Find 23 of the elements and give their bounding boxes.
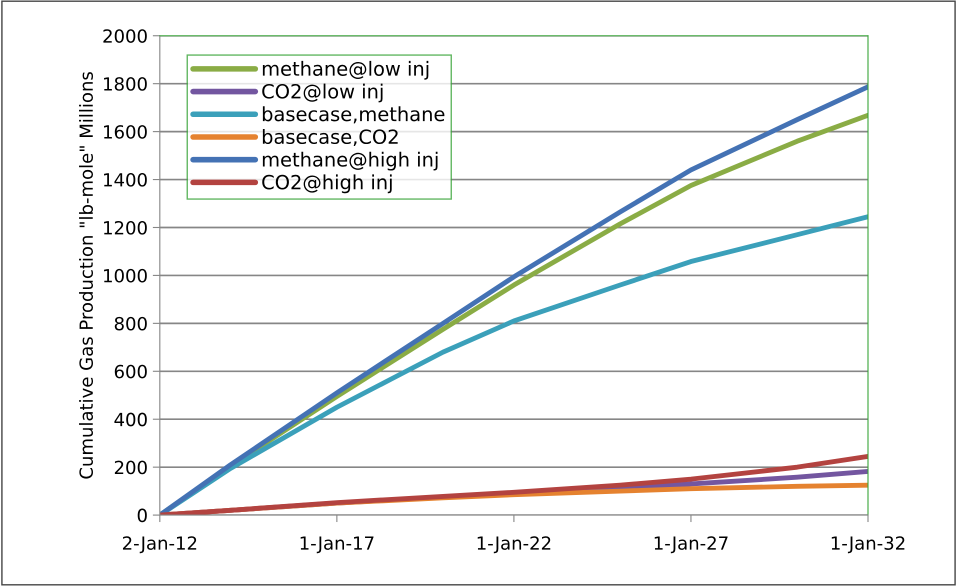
legend-label: CO2@low inj xyxy=(262,84,383,102)
legend-label: methane@high inj xyxy=(262,152,438,171)
y-tick-label: 800 xyxy=(114,316,147,330)
x-tick-label: 2-Jan-12 xyxy=(122,536,196,554)
y-tick-label: 2000 xyxy=(103,29,147,43)
y-tick-label: 400 xyxy=(114,412,147,426)
x-tick-label: 1-Jan-17 xyxy=(300,536,374,554)
legend-label: CO2@high inj xyxy=(262,174,392,194)
y-tick-label: 1200 xyxy=(104,220,147,235)
y-tick-label: 600 xyxy=(114,364,147,378)
y-tick-label: 1000 xyxy=(104,268,147,283)
legend-label: basecase,methane xyxy=(262,106,444,124)
legend-label: methane@low inj xyxy=(262,60,428,80)
y-tick-label: 1600 xyxy=(104,125,147,139)
y-tick-label: 1800 xyxy=(104,77,147,91)
y-axis-title: Cumulative Gas Production "lb-mole" Millions xyxy=(79,72,94,479)
y-tick-label: 1400 xyxy=(104,173,147,187)
y-tick-label: 0 xyxy=(138,508,147,522)
x-tick-label: 1-Jan-27 xyxy=(654,536,728,554)
y-tick-label: 200 xyxy=(114,460,147,474)
x-tick-label: 1-Jan-22 xyxy=(478,536,550,554)
legend-label: basecase,CO2 xyxy=(262,129,398,146)
x-tick-label: 1-Jan-32 xyxy=(832,536,904,554)
